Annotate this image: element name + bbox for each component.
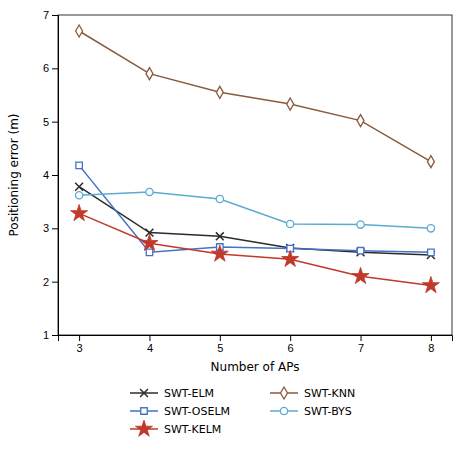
- y-axis-title: Positioning error (m): [7, 113, 21, 236]
- series-line: [79, 187, 431, 255]
- legend-label: SWT-BYS: [304, 405, 352, 418]
- point: [427, 156, 434, 168]
- plot: 3 4 5 6 7 8 1 2 3 4 5 6 7 Number of APs Positioning er…: [7, 9, 453, 374]
- legend-marker: [280, 407, 287, 414]
- tick-label: 6: [288, 342, 294, 354]
- legend-label: SWT-ELM: [164, 387, 214, 400]
- tick: 7: [358, 335, 364, 354]
- tick: 2: [43, 276, 58, 288]
- series-line: [79, 31, 431, 162]
- point: [216, 195, 223, 202]
- legend: SWT-ELM SWT-OSELM SWT-KELM SWT-KNN SWT-BYS: [130, 387, 355, 436]
- tick-label: 2: [43, 276, 49, 288]
- point: [71, 204, 88, 220]
- tick-label: 4: [147, 342, 153, 354]
- tick-label: 7: [358, 342, 364, 354]
- series-line: [79, 192, 431, 228]
- marks: [71, 25, 440, 293]
- point: [76, 25, 83, 37]
- tick-label: 8: [428, 342, 434, 354]
- tick: 6: [288, 335, 294, 354]
- legend-item: SWT-BYS: [270, 405, 352, 418]
- tick: 4: [43, 169, 58, 181]
- plot-frame: [58, 15, 452, 335]
- tick: 1: [43, 329, 58, 341]
- legend-label: SWT-OSELM: [164, 405, 230, 418]
- tick-mark: [52, 282, 58, 283]
- point: [75, 192, 82, 199]
- tick-label: 1: [43, 329, 49, 341]
- tick-label: 5: [43, 116, 49, 128]
- tick: 7: [43, 9, 58, 21]
- series-line: [79, 213, 431, 285]
- x-axis-title: Number of APs: [211, 360, 300, 374]
- legend-marker: [141, 408, 147, 414]
- legend-item: SWT-KNN: [270, 387, 355, 400]
- point: [428, 249, 434, 255]
- point: [287, 98, 294, 110]
- point: [357, 247, 363, 253]
- axis-line: [59, 336, 453, 342]
- legend-item: SWT-OSELM: [130, 405, 230, 418]
- chart: 3 4 5 6 7 8 1 2 3 4 5 6 7 Number of APs Positioning er…: [0, 0, 474, 449]
- x-axis: 3 4 5 6 7 8: [59, 335, 453, 354]
- legend-label: SWT-KNN: [304, 387, 355, 400]
- tick: 4: [147, 335, 153, 354]
- series: [76, 25, 435, 168]
- point: [357, 248, 365, 256]
- tick-label: 5: [217, 342, 223, 354]
- tick-mark: [52, 228, 58, 229]
- tick: 3: [77, 335, 83, 354]
- tick-mark: [220, 335, 221, 341]
- tick-mark: [52, 15, 58, 16]
- point: [75, 183, 83, 191]
- tick: 5: [217, 335, 223, 354]
- tick-mark: [52, 175, 58, 176]
- point: [422, 276, 439, 292]
- point: [357, 221, 364, 228]
- point: [146, 188, 153, 195]
- tick-mark: [52, 68, 58, 69]
- tick-mark: [290, 335, 291, 341]
- point: [146, 68, 153, 80]
- point: [76, 162, 82, 168]
- point: [352, 267, 369, 283]
- series: [76, 162, 434, 255]
- legend-marker: [135, 420, 152, 436]
- legend-item: SWT-ELM: [130, 387, 214, 400]
- tick-mark: [431, 335, 432, 341]
- tick: 6: [43, 62, 58, 74]
- series-line: [79, 165, 431, 252]
- tick-label: 6: [43, 62, 49, 74]
- point: [427, 225, 434, 232]
- legend-marker: [140, 389, 148, 397]
- point: [357, 115, 364, 127]
- point: [141, 234, 158, 250]
- series: [71, 204, 440, 292]
- tick-label: 4: [43, 169, 49, 181]
- axis-line: [52, 16, 59, 336]
- y-axis: 1 2 3 4 5 6 7: [43, 9, 59, 341]
- tick-mark: [361, 335, 362, 341]
- point: [211, 245, 228, 261]
- legend-label: SWT-KELM: [164, 423, 221, 436]
- point: [282, 250, 299, 266]
- series: [75, 188, 434, 232]
- legend-item: SWT-KELM: [130, 420, 221, 436]
- point: [216, 232, 224, 240]
- tick-label: 7: [43, 9, 49, 21]
- point: [287, 220, 294, 227]
- tick-mark: [79, 335, 80, 341]
- tick-label: 3: [77, 342, 83, 354]
- tick: 5: [43, 116, 58, 128]
- tick-mark: [52, 335, 58, 336]
- tick: 8: [428, 335, 434, 354]
- tick-mark: [52, 122, 58, 123]
- point: [146, 249, 152, 255]
- tick: 3: [43, 222, 58, 234]
- point: [216, 86, 223, 98]
- tick-mark: [149, 335, 150, 341]
- tick-label: 3: [43, 222, 49, 234]
- legend-marker: [281, 387, 288, 399]
